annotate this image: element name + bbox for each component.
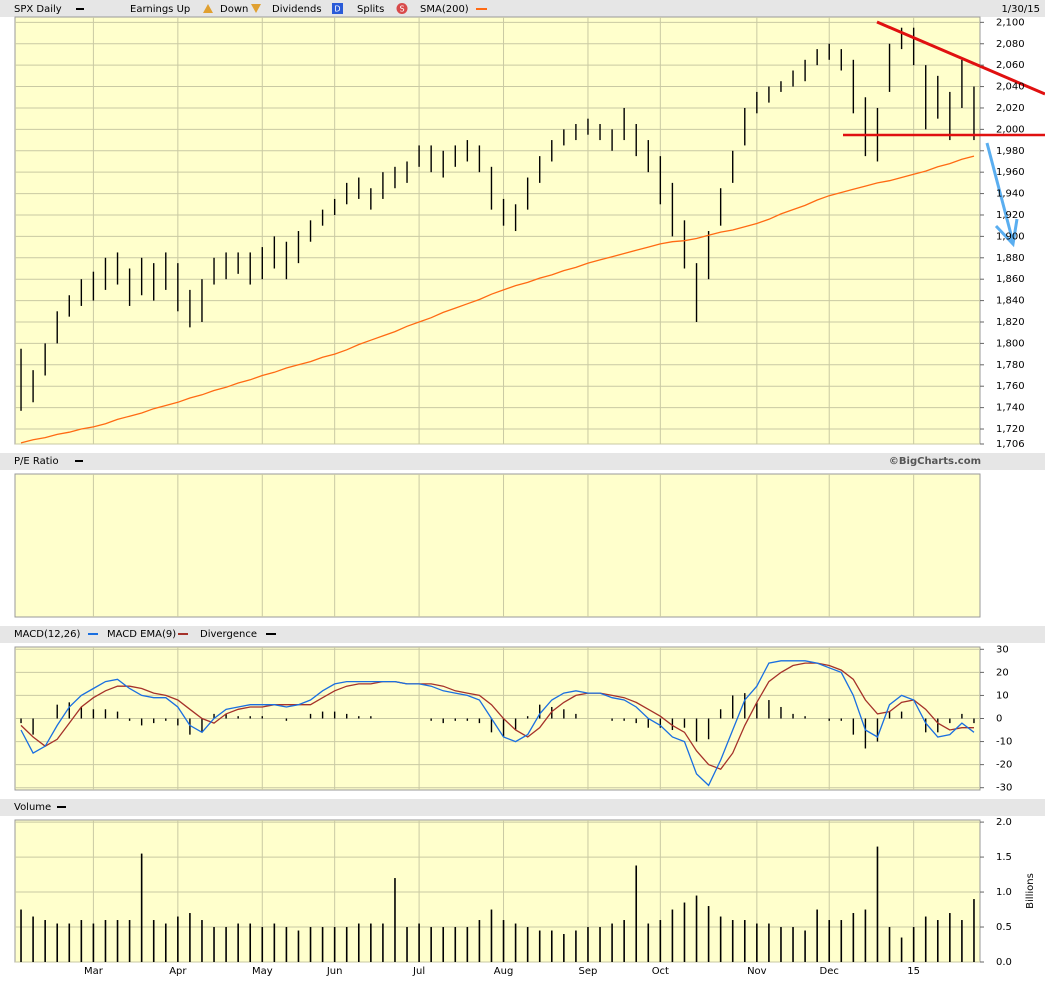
price-panel	[14, 16, 981, 445]
legend-label: Splits	[357, 4, 384, 15]
y-tick-label: 1,820	[996, 317, 1025, 328]
earnings-up-icon	[203, 4, 213, 13]
y-tick-label: 1,920	[996, 210, 1025, 221]
legend-label: Earnings Up	[130, 4, 190, 15]
legend-label: MACD(12,26)	[14, 629, 81, 640]
trend-line	[876, 20, 1045, 96]
splits-icon	[396, 3, 408, 14]
y-tick-label: 2,000	[996, 124, 1025, 135]
x-tick-label: 15	[907, 966, 920, 977]
y-tick-label: 1,800	[996, 338, 1025, 349]
x-tick-label: May	[252, 966, 273, 977]
grid	[15, 17, 980, 963]
y-tick-label: -10	[996, 737, 1012, 748]
y-tick-label: 1,840	[996, 296, 1025, 307]
x-tick-label: Sep	[579, 966, 598, 977]
legend-label: MACD EMA(9)	[107, 629, 176, 640]
dividends-icon-label: D	[334, 5, 340, 14]
y-tick-label: 10	[996, 690, 1009, 701]
y-tick-label: 1,706	[996, 439, 1025, 450]
y-tick-label: 1,740	[996, 403, 1025, 414]
x-tick-label: Apr	[169, 966, 187, 977]
arrow-head	[994, 218, 1019, 248]
macd-line	[20, 660, 975, 787]
earnings-down-icon	[251, 4, 261, 13]
header-strip	[0, 626, 1045, 643]
x-tick-label: Aug	[494, 966, 514, 977]
y-tick-label: 1,760	[996, 381, 1025, 392]
panel-title: Volume	[14, 802, 51, 813]
y-tick-label: -30	[996, 783, 1012, 794]
x-tick-label: Jul	[412, 966, 425, 977]
y-tick-label: 1,780	[996, 360, 1025, 371]
splits-icon-label: S	[399, 5, 404, 14]
y-tick-label: 2,100	[996, 17, 1025, 28]
x-tick-label: Nov	[747, 966, 767, 977]
arrow	[985, 142, 1015, 243]
header-strip	[0, 0, 1045, 17]
y-tick-label: 1,980	[996, 146, 1025, 157]
panel-title: P/E Ratio	[14, 456, 59, 467]
volume-panel	[14, 819, 981, 963]
y-tick-label: 2,020	[996, 103, 1025, 114]
legend-label: Dividends	[272, 4, 322, 15]
x-tick-label: Dec	[820, 966, 839, 977]
y-tick-label: -20	[996, 760, 1012, 771]
y-tick-label: 1,940	[996, 189, 1025, 200]
x-tick-label: Jun	[326, 966, 343, 977]
dividends-icon	[332, 3, 343, 14]
pe-panel	[14, 473, 981, 618]
y-tick-label: 0.5	[996, 922, 1012, 933]
header-strip	[0, 799, 1045, 816]
y-tick-label: 1,720	[996, 424, 1025, 435]
date-label: 1/30/15	[1001, 4, 1040, 15]
credit: ©BigCharts.com	[889, 456, 981, 467]
x-tick-label: Mar	[84, 966, 104, 977]
y-tick-label: 2,080	[996, 39, 1025, 50]
header-strip	[0, 453, 1045, 470]
sma-line	[20, 155, 975, 444]
y-tick-label: 1,880	[996, 253, 1025, 264]
x-tick-label: Oct	[652, 966, 669, 977]
y-tick-label: 2,060	[996, 60, 1025, 71]
legend-label: Divergence	[200, 629, 257, 640]
marks	[20, 27, 975, 962]
legend-label: Down	[220, 4, 248, 15]
legend-label: SPX Daily	[14, 4, 62, 15]
y-tick-label: 2,040	[996, 82, 1025, 93]
y-tick-label: 0	[996, 714, 1002, 725]
y-tick-label: 2.0	[996, 817, 1012, 828]
y-tick-label: 1.0	[996, 887, 1012, 898]
y-tick-label: 30	[996, 644, 1009, 655]
legend-label: SMA(200)	[420, 4, 469, 15]
y-tick-label: 1,860	[996, 274, 1025, 285]
y-tick-label: 20	[996, 667, 1009, 678]
y-axis-label: Billions	[1025, 873, 1036, 909]
y-tick-label: 1,900	[996, 231, 1025, 242]
y-tick-label: 0.0	[996, 957, 1012, 968]
y-tick-label: 1,960	[996, 167, 1025, 178]
y-tick-label: 1.5	[996, 852, 1012, 863]
